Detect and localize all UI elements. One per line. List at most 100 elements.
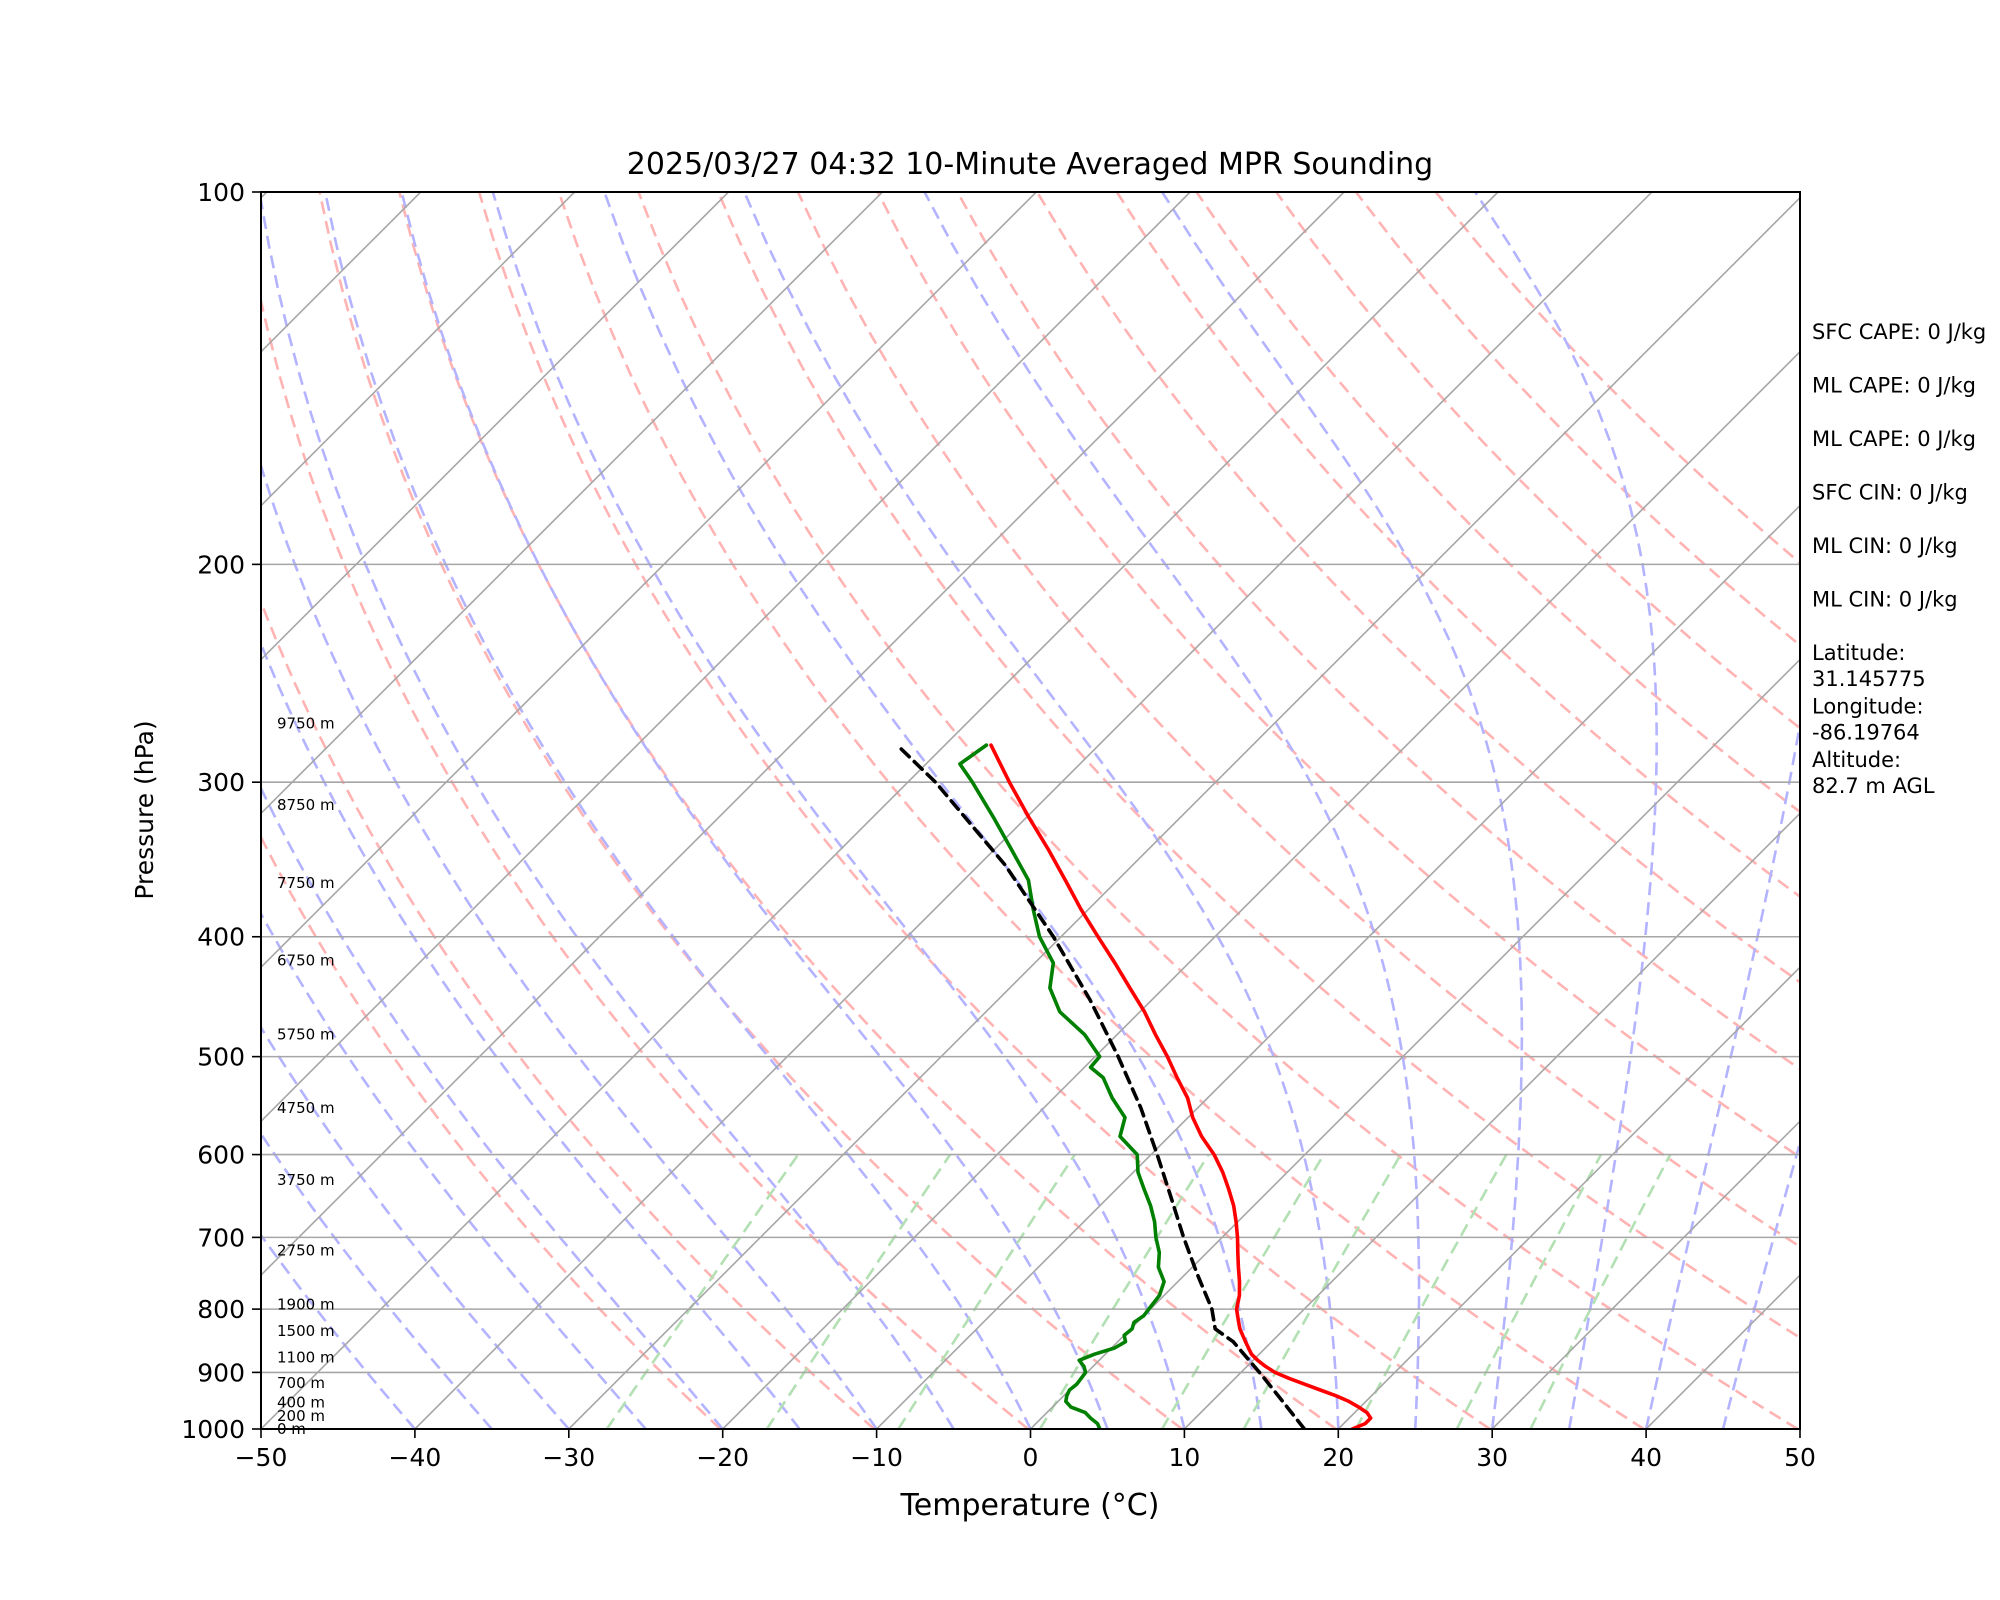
- x-tick-label: −20: [696, 1443, 749, 1472]
- mixing-ratio-line: [1242, 1153, 1402, 1429]
- x-tick-label: −30: [542, 1443, 595, 1472]
- parcel-profile: [895, 743, 1307, 1429]
- x-tick-label: 50: [1784, 1443, 1816, 1472]
- moist-adiabat: [1474, 192, 1659, 1429]
- dry-adiabat: [637, 192, 1799, 1429]
- isotherms: [261, 192, 1800, 1429]
- dry-adiabat: [557, 192, 1645, 1429]
- info-text: ML CIN: 0 J/kg: [1812, 588, 1958, 612]
- height-label: 400 m: [277, 1394, 325, 1412]
- isotherm: [1491, 1120, 1800, 1429]
- isotherm: [1183, 812, 1800, 1429]
- y-tick-label: 700: [197, 1223, 245, 1252]
- height-label: 3750 m: [277, 1171, 335, 1189]
- height-label: 4750 m: [277, 1099, 335, 1117]
- dry-adiabat: [1195, 192, 1800, 814]
- info-text: Longitude:: [1812, 695, 1924, 719]
- info-text: Altitude:: [1812, 748, 1901, 772]
- dry-adiabat: [477, 192, 1491, 1429]
- isotherm: [261, 192, 1345, 1277]
- isotherm: [261, 192, 576, 507]
- isotherm: [261, 192, 1191, 1123]
- height-label: 9750 m: [277, 715, 335, 733]
- mixing-ratio-line: [1455, 1153, 1603, 1429]
- moist-adiabat: [1644, 717, 1800, 1429]
- x-tick-label: 30: [1476, 1443, 1508, 1472]
- isotherm: [261, 192, 1037, 969]
- dry-adiabats: [261, 192, 1800, 1429]
- chart-title: 2025/03/27 04:32 10-Minute Averaged MPR …: [627, 147, 1433, 182]
- isotherm: [261, 192, 883, 815]
- y-tick-label: 300: [197, 768, 245, 797]
- y-axis-label: Pressure (hPa): [130, 720, 159, 899]
- height-label: 0 m: [277, 1420, 306, 1438]
- x-tick-label: −10: [850, 1443, 903, 1472]
- height-label: 1900 m: [277, 1295, 335, 1313]
- info-text: -86.19764: [1812, 721, 1920, 745]
- height-label: 5750 m: [277, 1026, 335, 1044]
- isobars: [261, 192, 1800, 1429]
- moist-adiabat: [923, 192, 1421, 1429]
- info-text: 82.7 m AGL: [1812, 774, 1935, 798]
- moist-adiabat: [261, 640, 801, 1429]
- x-tick-label: 0: [1023, 1443, 1039, 1472]
- mixing-ratio-line: [1160, 1153, 1325, 1429]
- dry-adiabat: [261, 598, 876, 1429]
- sounding-profiles: [895, 743, 1373, 1429]
- isotherm: [261, 192, 1499, 1429]
- moist-adiabat: [261, 193, 955, 1429]
- info-text: ML CAPE: 0 J/kg: [1812, 374, 1976, 398]
- dry-adiabat: [876, 192, 1800, 1159]
- mixing-ratio-line: [1529, 1153, 1672, 1429]
- height-label: 1100 m: [277, 1348, 335, 1366]
- dewpoint-profile: [958, 743, 1166, 1429]
- height-label: 1500 m: [277, 1322, 335, 1340]
- info-text: Latitude:: [1812, 641, 1906, 665]
- y-tick-label: 200: [197, 550, 245, 579]
- info-text: SFC CAPE: 0 J/kg: [1812, 320, 1986, 344]
- x-tick-label: −40: [389, 1443, 442, 1472]
- info-text: SFC CIN: 0 J/kg: [1812, 481, 1968, 505]
- dry-adiabat: [261, 834, 722, 1429]
- x-tick-label: 10: [1168, 1443, 1200, 1472]
- moist-adiabat: [743, 192, 1340, 1429]
- height-label: 200 m: [277, 1407, 325, 1425]
- sounding-indices-panel: SFC CAPE: 0 J/kg ML CAPE: 0 J/kg ML CAPE: …: [1812, 320, 1986, 798]
- moist-adiabats: [261, 192, 1800, 1429]
- isotherm: [261, 192, 730, 661]
- moist-adiabat: [323, 192, 1032, 1429]
- isotherm: [1337, 966, 1800, 1429]
- y-tick-label: 600: [197, 1141, 245, 1170]
- x-tick-label: −50: [235, 1443, 288, 1472]
- isotherm: [722, 350, 1800, 1429]
- plot-content: [261, 192, 1800, 1429]
- dry-adiabat: [1035, 192, 1800, 984]
- isotherm: [568, 196, 1800, 1429]
- info-text: ML CIN: 0 J/kg: [1812, 534, 1958, 558]
- moist-adiabat: [400, 192, 1109, 1429]
- y-tick-label: 400: [197, 923, 245, 952]
- height-label: 700 m: [277, 1374, 325, 1392]
- moist-adiabat: [261, 461, 878, 1429]
- dry-adiabat: [261, 295, 1030, 1429]
- y-tick-label: 1000: [181, 1415, 245, 1444]
- height-label: 2750 m: [277, 1241, 335, 1259]
- info-text: ML CAPE: 0 J/kg: [1812, 427, 1976, 451]
- y-tick-label: 800: [197, 1295, 245, 1324]
- height-label: 7750 m: [277, 874, 335, 892]
- dry-adiabat: [1275, 192, 1800, 730]
- moist-adiabat: [491, 192, 1186, 1429]
- height-label: 8750 m: [277, 796, 335, 814]
- dry-adiabat: [796, 192, 1800, 1249]
- x-tick-label: 40: [1630, 1443, 1662, 1472]
- x-axis-ticks: −50 −40 −30 −20 −10 0 10 20 30 40 50: [235, 1429, 1816, 1472]
- dry-adiabat: [1115, 192, 1800, 899]
- moist-adiabat: [1721, 1137, 1800, 1429]
- info-text: 31.145775: [1812, 667, 1926, 691]
- x-axis-label: Temperature (°C): [900, 1488, 1160, 1523]
- height-label: 6750 m: [277, 951, 335, 969]
- moist-adiabat: [261, 1025, 570, 1429]
- y-tick-label: 500: [197, 1043, 245, 1072]
- isotherm: [414, 192, 1653, 1429]
